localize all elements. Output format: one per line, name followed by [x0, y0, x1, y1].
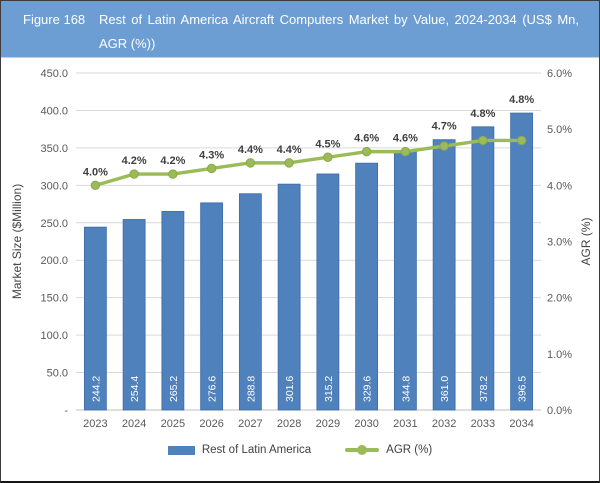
legend-item-bar-series: Rest of Latin America [167, 444, 312, 456]
x-axis-year-label: 2027 [238, 418, 262, 430]
agr-point-label: 4.8% [470, 108, 495, 120]
left-axis-title: Market Size ($Million) [10, 184, 24, 299]
bar-value-label: 301.6 [284, 376, 296, 402]
bar-2028 [277, 183, 301, 411]
figure-title-bar: Figure 168 Rest of Latin America Aircraf… [1, 1, 599, 58]
bar-2034 [510, 112, 534, 411]
bar-value-label: 254.4 [129, 376, 141, 402]
left-axis-tick-label: 50.0 [47, 368, 68, 380]
left-axis-tick-label: 300.0 [40, 180, 68, 192]
left-axis-tick-label: 400.0 [40, 105, 68, 117]
left-axis-tick-label: 350.0 [40, 143, 68, 155]
agr-point-label: 4.6% [354, 133, 379, 145]
legend-label-line-series: AGR (%) [386, 444, 433, 456]
x-axis-year-label: 2023 [83, 418, 107, 430]
bar-value-label: 361.0 [439, 376, 451, 402]
left-axis-tick-label: - [64, 405, 68, 417]
bar-2025 [161, 210, 185, 411]
right-axis-tick-label: 2.0% [547, 293, 572, 305]
agr-point-label: 4.5% [315, 138, 340, 150]
left-axis-tick-label: 200.0 [40, 255, 68, 267]
agr-point-marker [90, 180, 101, 191]
x-axis-year-label: 2034 [509, 418, 533, 430]
x-axis-year-label: 2026 [199, 418, 223, 430]
bar-value-label: 315.2 [323, 376, 335, 402]
bar-value-label: 344.8 [400, 376, 412, 402]
agr-point-label: 4.3% [199, 149, 224, 161]
x-axis-year-label: 2030 [354, 418, 378, 430]
bar-value-label: 276.6 [207, 376, 219, 402]
right-axis-tick-label: 0.0% [547, 405, 572, 417]
figure-title-line1: Rest of Latin America Aircraft Computers… [99, 12, 579, 27]
x-axis-year-label: 2028 [277, 418, 301, 430]
bar-2030 [355, 162, 379, 411]
agr-point-label: 4.0% [83, 166, 108, 178]
agr-point-marker [361, 146, 372, 157]
chart-area: 450.0 400.0 350.0 300.0 250.0 200.0 150.0 100.0… [1, 58, 599, 456]
left-axis-tick-label: 250.0 [40, 218, 68, 230]
x-axis-year-label: 2031 [393, 418, 417, 430]
x-axis-year-label: 2029 [316, 418, 340, 430]
chart-legend: Rest of Latin America AGR (%) [1, 444, 599, 456]
agr-point-marker [206, 163, 217, 174]
bar-2024 [122, 219, 146, 411]
bar-2033 [471, 126, 495, 411]
right-axis-tick-label: 6.0% [547, 68, 572, 80]
line-series-swatch [345, 445, 380, 455]
agr-point-marker [478, 135, 488, 146]
agr-point-label: 4.4% [277, 144, 302, 156]
left-axis-tick-label: 450.0 [40, 68, 68, 80]
bar-value-label: 265.2 [168, 376, 180, 402]
agr-point-marker [400, 146, 411, 157]
bar-2027 [238, 193, 262, 411]
left-axis-tick-label: 150.0 [40, 293, 68, 305]
legend-label-bar-series: Rest of Latin America [201, 444, 312, 456]
agr-point-marker [168, 169, 178, 179]
x-axis-year-label: 2032 [432, 418, 456, 430]
agr-point-marker [284, 158, 294, 168]
left-axis-tick-label: 100.0 [40, 330, 68, 342]
agr-point-marker [516, 135, 527, 146]
agr-point-label: 4.6% [393, 133, 418, 145]
right-axis-title: AGR (%) [579, 217, 593, 265]
agr-line [93, 138, 524, 188]
bar-2031 [393, 151, 417, 411]
bar-2029 [316, 173, 340, 411]
right-axis-tick-label: 3.0% [547, 237, 572, 249]
agr-point-marker [323, 152, 333, 162]
bar-value-label: 378.2 [478, 376, 490, 402]
bar-value-label: 329.6 [362, 376, 374, 402]
combo-chart-canvas: 450.0 400.0 350.0 300.0 250.0 200.0 150.0 100.0… [10, 68, 593, 430]
right-axis-tick-label: 1.0% [547, 349, 572, 361]
figure-label: Figure 168 [23, 12, 86, 27]
x-axis-year-label: 2033 [471, 418, 495, 430]
agr-point-label: 4.2% [122, 155, 147, 167]
agr-point-label: 4.2% [160, 155, 185, 167]
bar-2032 [432, 139, 456, 411]
x-axis-year-label: 2024 [122, 418, 146, 430]
bar-2026 [200, 202, 224, 411]
agr-point-label: 4.4% [238, 144, 263, 156]
bar-series-swatch [167, 445, 195, 455]
x-axis-year-label: 2025 [161, 418, 185, 430]
figure-title: Rest of Latin America Aircraft Computers… [99, 8, 579, 56]
bar-value-label: 396.5 [517, 376, 529, 402]
line-marker-dot-icon [357, 445, 368, 455]
agr-point-label: 4.7% [432, 121, 457, 133]
agr-point-label: 4.8% [509, 94, 534, 106]
right-axis-tick-label: 4.0% [547, 180, 572, 192]
bar-value-label: 288.8 [245, 376, 257, 402]
agr-point-marker [439, 141, 449, 151]
agr-point-marker [245, 158, 256, 168]
bar-2023 [83, 226, 107, 411]
figure-title-line2: AGR (%)) [99, 36, 156, 51]
legend-item-line-series: AGR (%) [345, 444, 432, 456]
bar-value-label: 244.2 [90, 376, 102, 402]
right-axis-tick-label: 5.0% [547, 124, 572, 136]
agr-point-marker [129, 169, 139, 179]
